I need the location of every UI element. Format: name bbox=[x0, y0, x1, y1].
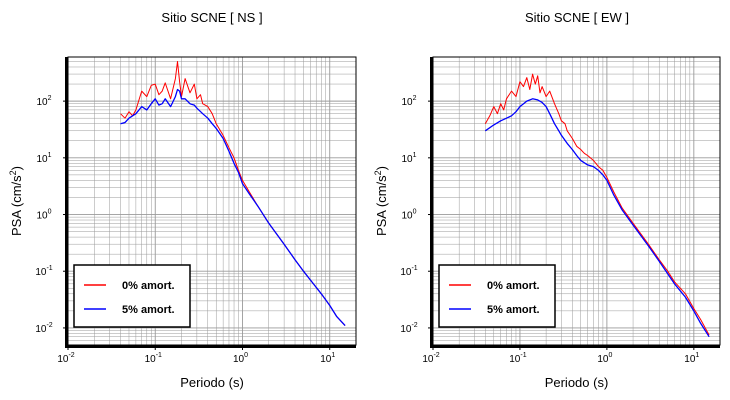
chart-panel-1: Sitio SCNE [ NS ] 10-2 10-1 100 101 10-2 10-1 1… bbox=[8, 10, 357, 390]
y-tick-label: 102 bbox=[401, 95, 416, 108]
x-tick-label: 101 bbox=[320, 352, 335, 365]
y-tick-label: 10-1 bbox=[400, 265, 417, 278]
x-tick-label: 100 bbox=[233, 352, 248, 365]
series-line-red bbox=[484, 73, 710, 336]
x-tick-label: 10-1 bbox=[145, 352, 162, 365]
y-tick-label: 101 bbox=[401, 152, 416, 165]
y-tick-label: 10-2 bbox=[400, 322, 417, 335]
y-axis-label: PSA (cm/s2) bbox=[373, 166, 389, 236]
series-line-blue bbox=[120, 88, 346, 327]
x-tick-label: 10-1 bbox=[509, 352, 526, 365]
x-axis-label: Periodo (s) bbox=[180, 375, 244, 390]
x-tick-label: 10-2 bbox=[57, 352, 74, 365]
legend: 0% amort. 5% amort. bbox=[438, 264, 556, 328]
legend-label: 5% amort. bbox=[487, 304, 540, 316]
legend-label: 0% amort. bbox=[487, 280, 540, 292]
chart-title: Sitio SCNE [ NS ] bbox=[161, 10, 262, 25]
grid-lines bbox=[68, 57, 356, 345]
y-tick-label: 10-2 bbox=[35, 322, 52, 335]
legend: 0% amort. 5% amort. bbox=[73, 264, 191, 328]
series-line-blue bbox=[484, 98, 710, 338]
y-tick-label: 10-1 bbox=[35, 265, 52, 278]
legend-box bbox=[73, 264, 191, 328]
x-tick-label: 101 bbox=[684, 352, 699, 365]
y-tick-label: 100 bbox=[401, 209, 416, 222]
chart-title: Sitio SCNE [ EW ] bbox=[525, 10, 629, 25]
y-tick-label: 100 bbox=[36, 209, 51, 222]
y-tick-label: 101 bbox=[36, 152, 51, 165]
legend-label: 0% amort. bbox=[122, 280, 175, 292]
x-axis-label: Periodo (s) bbox=[545, 375, 609, 390]
x-tick-label: 100 bbox=[597, 352, 612, 365]
y-axis-label: PSA (cm/s2) bbox=[8, 166, 24, 236]
x-tick-label: 10-2 bbox=[422, 352, 439, 365]
legend-label: 5% amort. bbox=[122, 304, 175, 316]
legend-box bbox=[438, 264, 556, 328]
y-tick-label: 102 bbox=[36, 95, 51, 108]
chart-panel-2: Sitio SCNE [ EW ] 10-2 10-1 100 101 10-2 10-1 1… bbox=[373, 10, 721, 390]
